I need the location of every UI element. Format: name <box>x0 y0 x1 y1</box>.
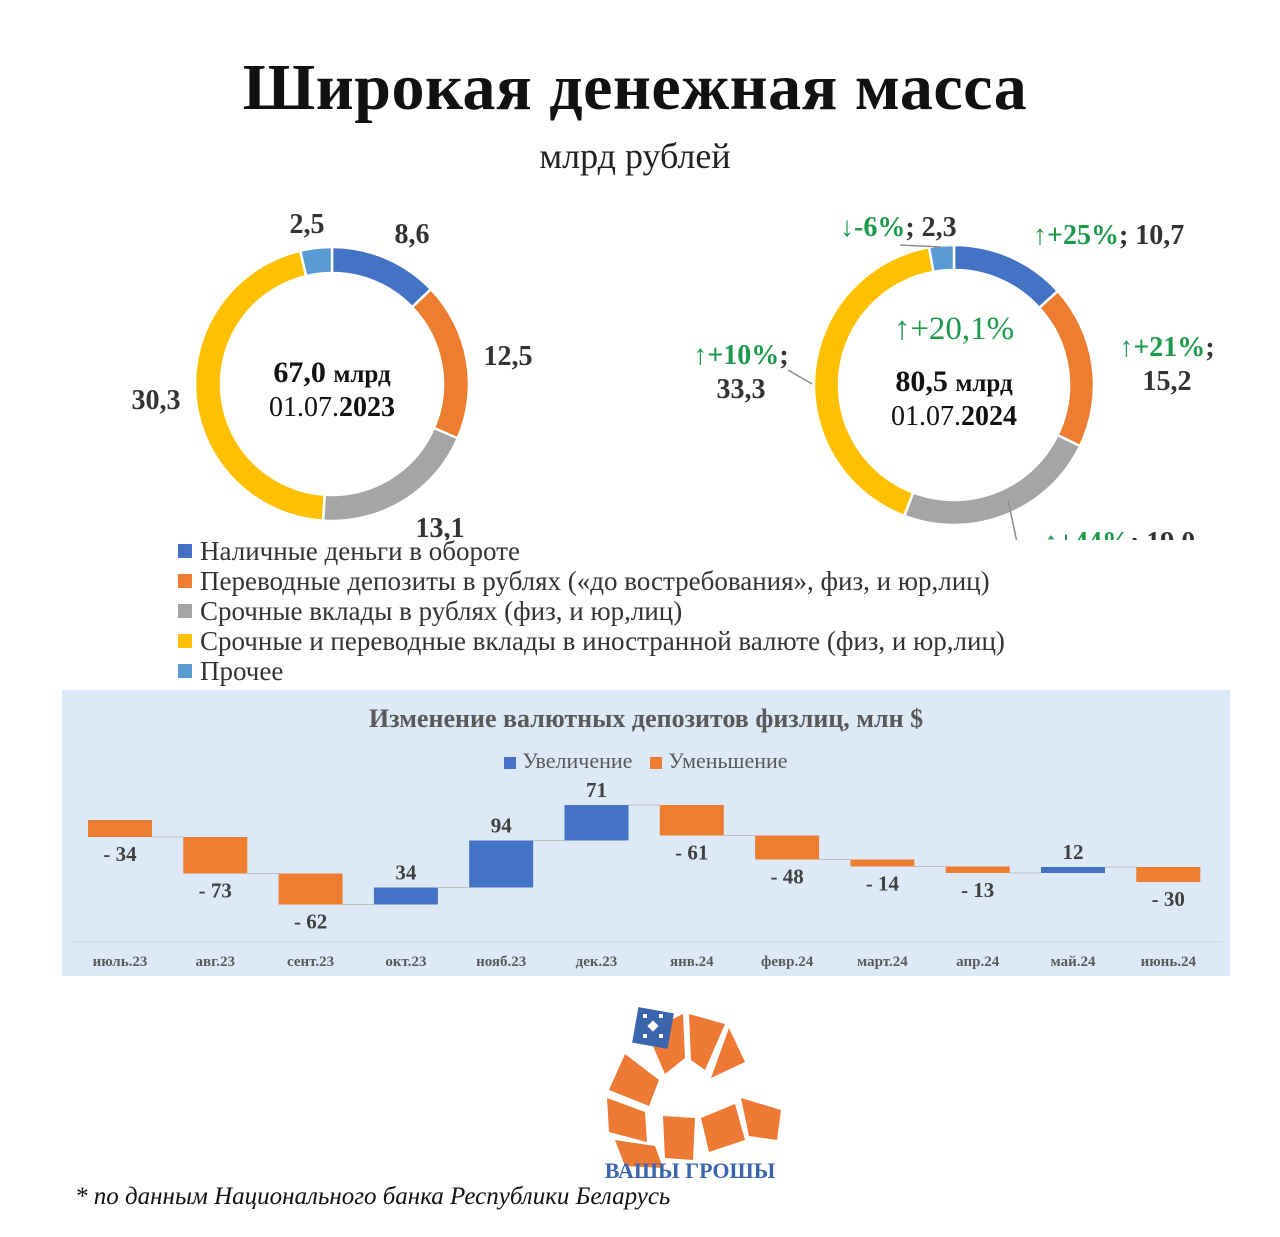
donut-slice-term <box>902 433 1082 527</box>
waterfall-data-label: - 62 <box>294 910 327 934</box>
waterfall-bar <box>469 840 534 888</box>
page-title: Широкая денежная масса <box>242 51 1028 124</box>
legend-swatch <box>178 664 192 678</box>
waterfall-data-label: - 48 <box>770 865 803 889</box>
x-tick-label: дек.23 <box>576 954 618 970</box>
legend-swatch <box>178 604 192 618</box>
legend-label: Срочные и переводные вклады в иностранно… <box>200 625 1005 656</box>
waterfall-bar <box>373 887 438 905</box>
slice-label-term: 13,1 <box>416 513 465 540</box>
legend-item-transfer: Переводные депозиты в рублях («до востре… <box>178 566 1005 596</box>
slice-label-transfer: 12,5 <box>484 341 533 372</box>
waterfall-data-label: - 73 <box>199 879 232 903</box>
legend-item-cash: Наличные деньги в обороте <box>178 536 1005 566</box>
slice-label-other: 2,5 <box>290 209 325 240</box>
x-tick-label: янв.24 <box>670 954 714 970</box>
waterfall-legend: Увеличение Уменьшение <box>62 748 1230 774</box>
legend-label: Переводные депозиты в рублях («до востре… <box>200 565 990 596</box>
waterfall-data-label: - 13 <box>961 878 994 902</box>
x-tick-label: июнь.24 <box>1141 954 1197 970</box>
waterfall-data-label: 94 <box>491 814 513 838</box>
legend-swatch <box>178 574 192 588</box>
x-tick-label: март.24 <box>857 954 908 970</box>
x-tick-label: окт.23 <box>385 954 426 970</box>
waterfall-data-label: 34 <box>395 861 417 885</box>
legend-item-term: Срочные вклады в рублях (физ, и юр,лиц) <box>178 596 1005 626</box>
donut-slice-other <box>298 245 334 278</box>
donut-center-date: 01.07.2024 <box>891 401 1017 432</box>
donut-center-change: ↑+20,1% <box>894 311 1014 347</box>
waterfall-data-label: 71 <box>586 778 607 802</box>
x-tick-label: май.24 <box>1050 954 1096 970</box>
slice-label-other: ↓-6%; 2,3 <box>840 212 957 243</box>
waterfall-bar <box>1136 867 1201 882</box>
x-tick-label: авг.23 <box>196 954 235 970</box>
donut-legend: Наличные деньги в обороте Переводные депо… <box>178 536 1005 686</box>
x-tick-label: февр.24 <box>761 954 814 970</box>
slice-label-foreign: ↑+10%; 33,3 <box>693 340 788 405</box>
donut-slice-other <box>927 243 956 274</box>
waterfall-bar <box>88 820 152 837</box>
slice-label-cash: 8,6 <box>395 219 430 250</box>
donut-slice-transfer <box>410 287 471 440</box>
logo-text: ВАШЫ ГРОШЫ <box>605 1158 776 1180</box>
legend-item-other: Прочее <box>178 656 1005 686</box>
x-tick-label: апр.24 <box>956 954 1000 970</box>
legend-swatch <box>178 544 192 558</box>
slice-label-cash: ↑+25%; 10,7 <box>1033 220 1184 251</box>
leader-line-foreign <box>787 369 813 385</box>
slice-label-term: ↑+44%; 19,0 <box>1044 527 1195 540</box>
x-tick-label: нояб.23 <box>476 954 526 970</box>
page-subtitle: млрд рублей <box>539 136 731 176</box>
waterfall-panel: Изменение валютных депозитов физлиц, млн… <box>62 690 1230 976</box>
footnote: * по данным Национального банка Республи… <box>75 1183 671 1210</box>
waterfall-bar <box>564 805 629 841</box>
waterfall-bar <box>659 805 724 836</box>
leader-line-other <box>899 244 942 248</box>
waterfall-bar <box>1041 867 1105 873</box>
waterfall-bar <box>183 837 248 874</box>
x-tick-label: сент.23 <box>287 954 334 970</box>
donut-center-total: 67,0 млрд <box>273 356 391 389</box>
waterfall-bar <box>278 873 343 905</box>
donut-slice-cash <box>330 245 433 309</box>
waterfall-bar <box>755 835 820 860</box>
slice-label-foreign: 30,3 <box>132 385 181 416</box>
legend-item-foreign: Срочные и переводные вклады в иностранно… <box>178 626 1005 656</box>
donut-slice-cash <box>952 243 1060 310</box>
donut-center-date: 01.07.2023 <box>269 392 395 423</box>
waterfall-data-label: - 30 <box>1152 887 1185 911</box>
legend-label: Наличные деньги в обороте <box>200 535 520 566</box>
legend-label: Прочее <box>200 655 284 686</box>
waterfall-data-label: - 61 <box>675 841 708 865</box>
donut-slice-transfer <box>1037 289 1096 448</box>
waterfall-data-label: - 34 <box>103 842 137 866</box>
x-tick-label: июль.23 <box>93 954 148 970</box>
legend-decrease: Уменьшение <box>650 748 788 774</box>
leader-line-term <box>1007 499 1018 540</box>
waterfall-data-label: 12 <box>1063 840 1084 864</box>
legend-label: Срочные вклады в рублях (физ, и юр,лиц) <box>200 595 683 626</box>
vashy-groshy-logo: ВАШЫ ГРОШЫ <box>605 1007 781 1180</box>
waterfall-bar <box>850 859 915 867</box>
slice-label-transfer: ↑+21%; 15,2 <box>1119 332 1214 397</box>
legend-increase: Увеличение <box>504 748 632 774</box>
waterfall-bar <box>945 866 1010 873</box>
waterfall-data-label: - 14 <box>866 872 900 896</box>
donut-slice-term <box>321 426 460 523</box>
waterfall-chart: - 34 июль.23 - 73 авг.23 - 62 сент.23 34 окт.23… <box>70 778 1222 970</box>
legend-swatch <box>178 634 192 648</box>
waterfall-title: Изменение валютных депозитов физлиц, млн… <box>368 704 924 733</box>
donut-center-total: 80,5 млрд <box>895 365 1013 398</box>
